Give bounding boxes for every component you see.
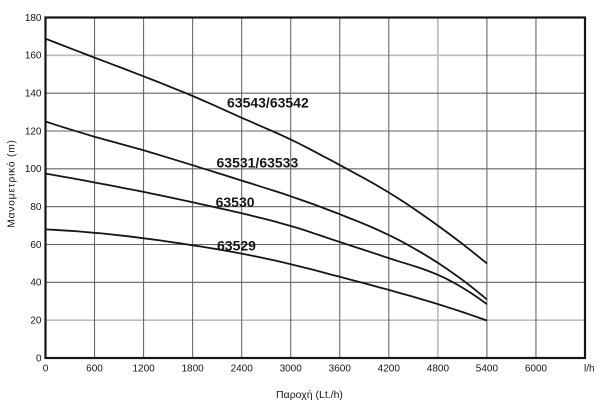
svg-text:100: 100 <box>25 164 42 175</box>
svg-text:1200: 1200 <box>132 364 155 375</box>
svg-text:3600: 3600 <box>329 364 352 375</box>
svg-text:20: 20 <box>30 316 42 327</box>
svg-text:180: 180 <box>25 13 42 24</box>
svg-text:63529: 63529 <box>217 238 256 254</box>
svg-text:3000: 3000 <box>280 364 303 375</box>
svg-text:600: 600 <box>86 364 103 375</box>
svg-text:0: 0 <box>43 364 49 375</box>
svg-text:63531/63533: 63531/63533 <box>217 155 299 171</box>
svg-text:60: 60 <box>30 240 42 251</box>
svg-text:6000: 6000 <box>525 364 548 375</box>
svg-text:120: 120 <box>25 126 42 137</box>
svg-text:4800: 4800 <box>427 364 450 375</box>
svg-text:l/h: l/h <box>584 364 595 375</box>
svg-text:63543/63542: 63543/63542 <box>227 95 309 111</box>
svg-text:2400: 2400 <box>231 364 254 375</box>
svg-text:63530: 63530 <box>216 194 255 210</box>
svg-text:40: 40 <box>30 278 42 289</box>
svg-text:0: 0 <box>36 353 42 364</box>
svg-text:5400: 5400 <box>476 364 499 375</box>
svg-text:4200: 4200 <box>378 364 401 375</box>
svg-text:140: 140 <box>25 89 42 100</box>
svg-text:160: 160 <box>25 51 42 62</box>
svg-text:Μανομετρικό (m): Μανομετρικό (m) <box>6 139 18 227</box>
svg-text:Παροχή (Lt./h): Παροχή (Lt./h) <box>276 389 343 401</box>
svg-text:1800: 1800 <box>181 364 204 375</box>
svg-text:80: 80 <box>30 202 42 213</box>
